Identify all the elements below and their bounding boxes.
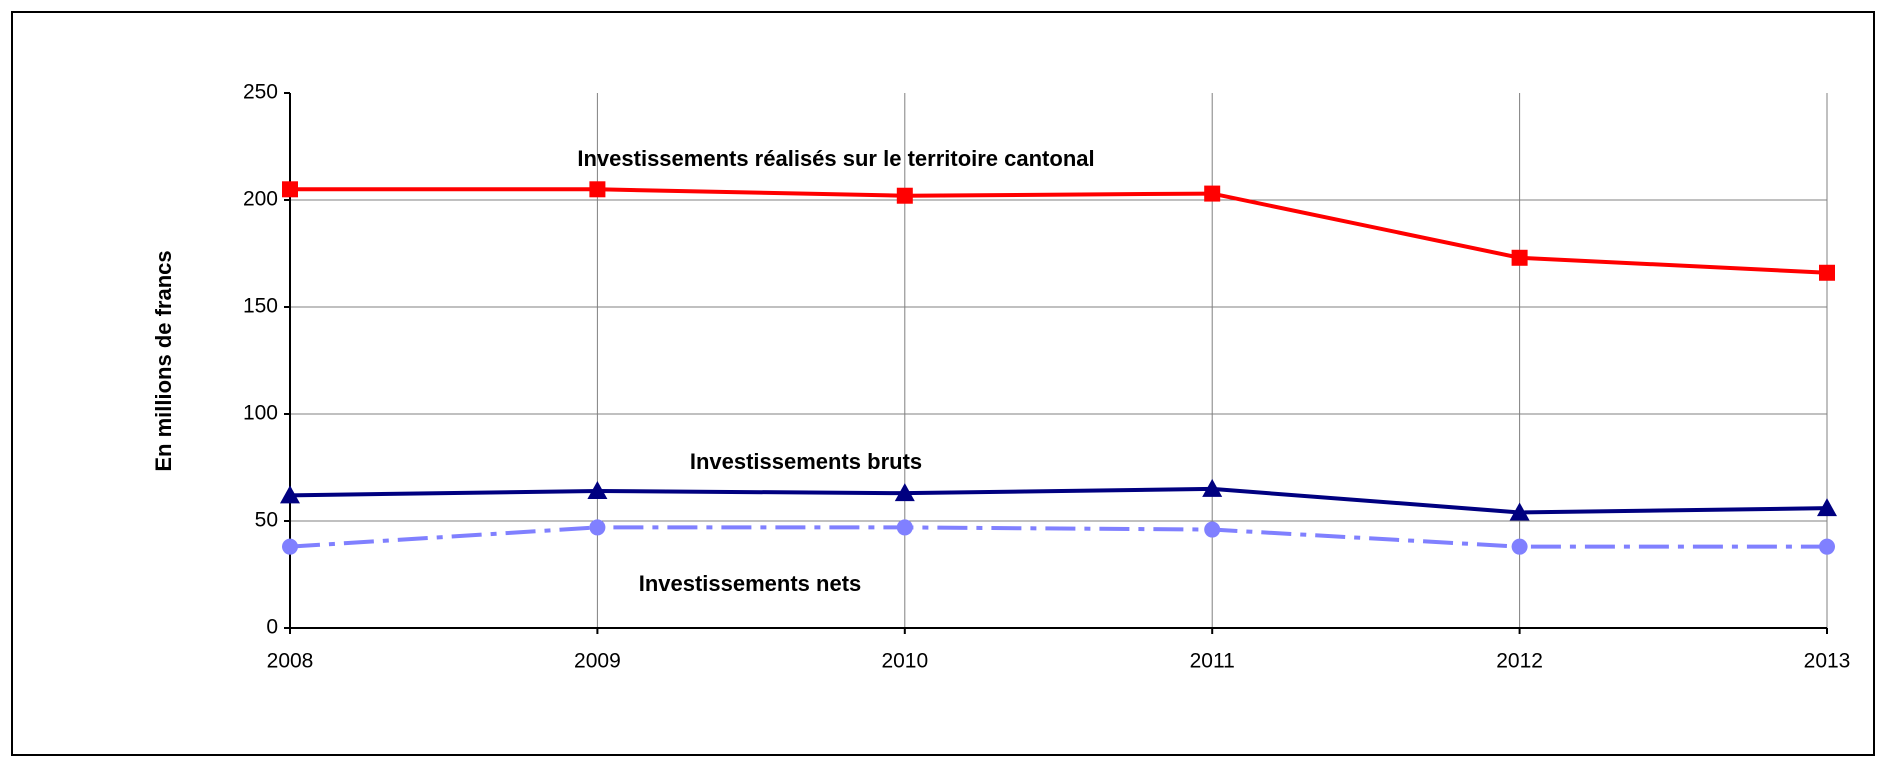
y-tick-label: 50 <box>255 509 278 532</box>
y-axis-label: En millions de francs <box>151 250 176 471</box>
x-tick-label: 2011 <box>1190 650 1235 673</box>
marker <box>282 181 298 198</box>
marker <box>282 538 298 555</box>
marker <box>894 483 915 502</box>
marker <box>1817 498 1837 517</box>
y-tick-label: 100 <box>243 402 278 425</box>
x-tick-label: 2009 <box>574 650 621 673</box>
marker <box>1202 478 1223 497</box>
y-tick-label: 0 <box>266 616 278 639</box>
x-tick-label: 2010 <box>881 650 928 673</box>
marker <box>589 519 606 536</box>
marker <box>1819 538 1835 555</box>
x-tick-label: 2012 <box>1496 650 1543 673</box>
series-line <box>289 525 1827 549</box>
marker <box>587 481 608 500</box>
marker <box>1819 264 1835 281</box>
x-tick-label: 2008 <box>267 650 314 673</box>
marker <box>1204 185 1221 202</box>
series-annotation: Investissements bruts <box>690 449 922 474</box>
marker <box>1509 502 1530 521</box>
marker <box>896 187 913 204</box>
chart-frame <box>11 11 1875 756</box>
marker <box>1204 521 1221 538</box>
marker <box>589 181 606 198</box>
y-tick-label: 200 <box>243 188 278 211</box>
y-tick-label: 150 <box>243 295 278 318</box>
y-tick-label: 250 <box>243 81 278 104</box>
x-tick-label: 2013 <box>1804 650 1851 673</box>
marker <box>1511 538 1528 555</box>
marker <box>1511 249 1528 266</box>
marker <box>280 485 300 504</box>
series-line <box>289 486 1828 515</box>
series-annotation: Investissements réalisés sur le territoi… <box>577 146 1094 171</box>
series-line <box>290 187 1828 275</box>
marker <box>896 519 913 536</box>
series-annotation: Investissements nets <box>639 571 862 596</box>
